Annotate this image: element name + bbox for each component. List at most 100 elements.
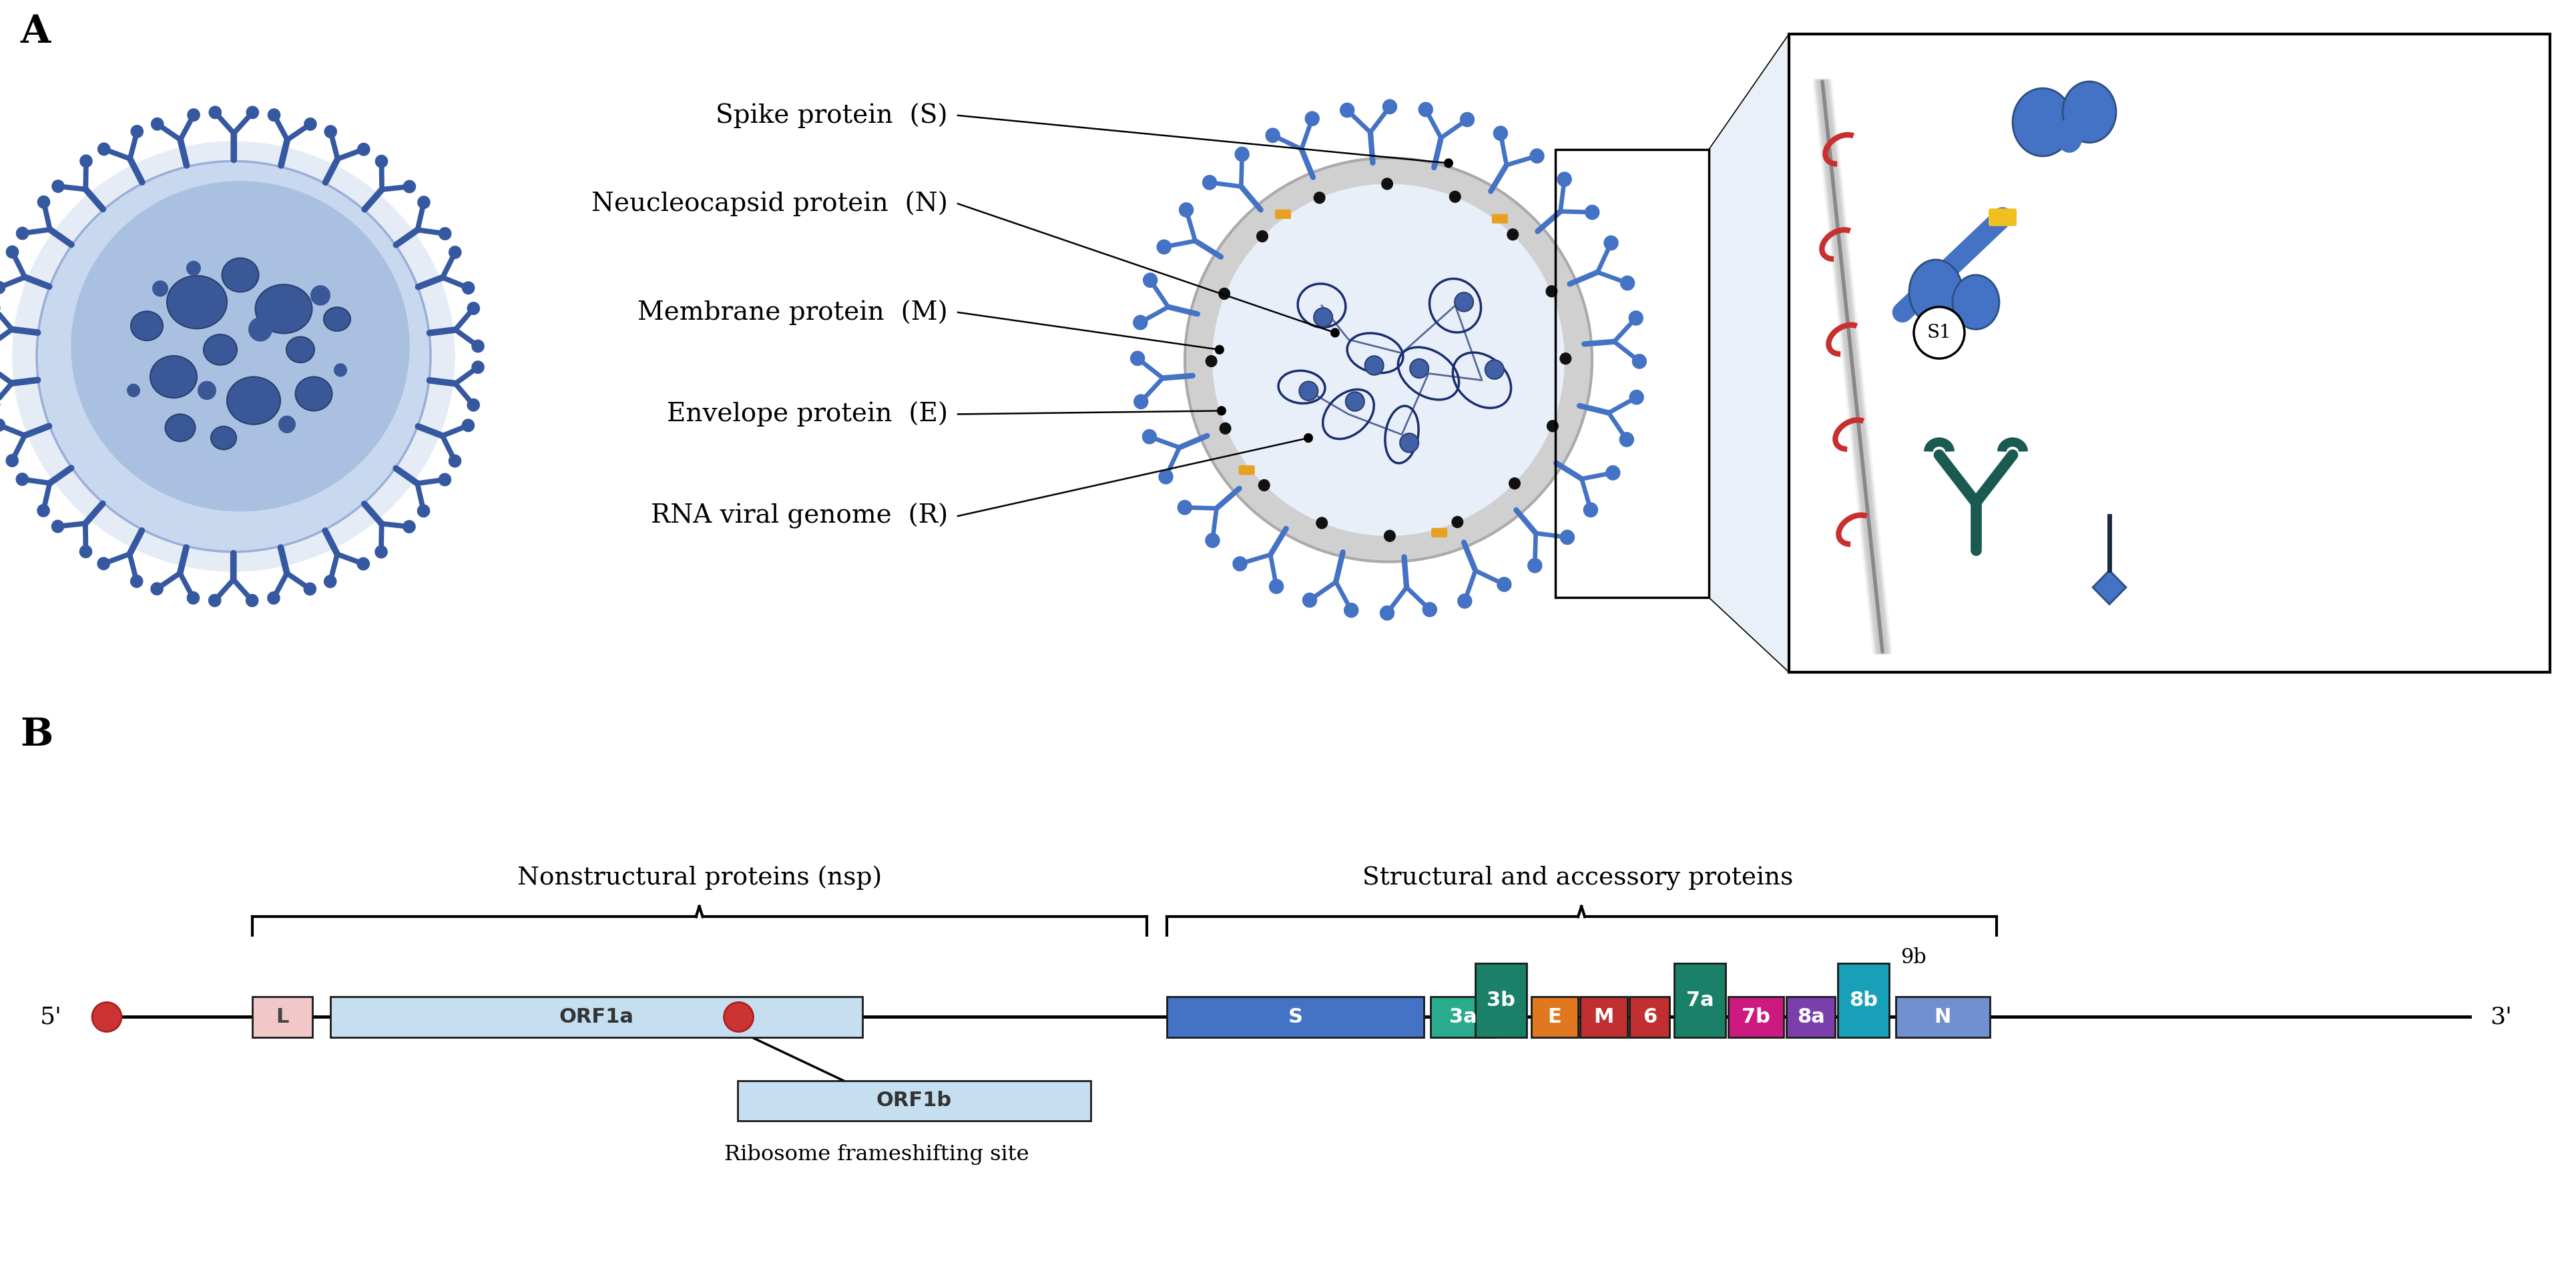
Circle shape [309,285,330,305]
Circle shape [15,227,28,240]
Circle shape [1461,112,1473,127]
Text: ACE2
receptor: ACE2 receptor [1883,567,1963,605]
Circle shape [1628,390,1643,405]
Ellipse shape [165,414,196,441]
Circle shape [1620,275,1636,291]
Circle shape [98,557,111,570]
Text: Spike protein  (S): Spike protein (S) [716,103,948,129]
Ellipse shape [2056,119,2081,153]
Ellipse shape [296,377,332,411]
FancyBboxPatch shape [1275,209,1291,219]
Circle shape [466,398,479,411]
Ellipse shape [204,334,237,364]
Circle shape [98,142,111,156]
FancyBboxPatch shape [1430,997,1497,1037]
Circle shape [461,281,474,295]
Circle shape [1329,328,1340,338]
FancyBboxPatch shape [737,1081,1090,1121]
Circle shape [0,281,5,294]
Circle shape [1381,178,1394,190]
Text: Ribosome frameshifting site: Ribosome frameshifting site [724,1144,1028,1165]
Ellipse shape [167,276,227,329]
Circle shape [1914,306,1965,358]
Circle shape [93,1002,121,1031]
Circle shape [185,261,201,276]
Ellipse shape [1953,275,1999,329]
Text: B: B [21,716,54,754]
Circle shape [461,419,474,433]
Circle shape [1450,516,1463,528]
Circle shape [1546,420,1558,433]
Bar [1556,149,1708,598]
Text: 3b: 3b [1486,991,1515,1010]
Polygon shape [2092,570,2125,604]
Circle shape [448,246,461,259]
Text: M: M [1595,1008,1615,1026]
Text: 5': 5' [41,1006,62,1029]
Circle shape [1206,533,1221,549]
Circle shape [1133,315,1149,330]
Circle shape [438,473,451,487]
Circle shape [1486,361,1504,380]
Circle shape [52,520,64,533]
Ellipse shape [211,426,237,449]
Circle shape [1340,102,1355,117]
Ellipse shape [1185,158,1592,562]
Circle shape [1270,579,1283,594]
Ellipse shape [227,377,281,425]
Circle shape [438,227,451,241]
Circle shape [724,1002,752,1031]
Circle shape [1157,240,1172,255]
Text: 6: 6 [1643,1008,1656,1026]
FancyBboxPatch shape [1476,963,1528,1037]
Ellipse shape [2012,88,2074,156]
Circle shape [1298,382,1319,401]
Circle shape [1507,228,1520,241]
Circle shape [1180,202,1193,217]
Circle shape [209,106,222,119]
Circle shape [1530,149,1546,164]
Circle shape [5,246,18,259]
Circle shape [471,339,484,353]
Circle shape [1216,346,1224,354]
Ellipse shape [131,311,162,340]
Circle shape [1265,127,1280,142]
Text: 3': 3' [2491,1006,2512,1029]
Circle shape [1455,293,1473,311]
Circle shape [1620,433,1633,448]
Ellipse shape [325,308,350,330]
Circle shape [1558,353,1571,364]
Text: ORF1a: ORF1a [559,1008,634,1026]
Circle shape [152,280,167,296]
Circle shape [417,504,430,517]
Circle shape [5,454,18,468]
Circle shape [304,583,317,595]
Circle shape [1218,422,1231,435]
Circle shape [376,155,389,168]
Circle shape [1314,192,1327,204]
Text: RNA viral genome  (R): RNA viral genome (R) [652,503,948,528]
Ellipse shape [149,356,196,398]
Circle shape [36,504,49,517]
Text: 8b: 8b [1850,991,1878,1010]
Circle shape [1528,557,1543,574]
Ellipse shape [286,337,314,363]
FancyBboxPatch shape [252,997,312,1037]
Circle shape [1494,126,1507,141]
Circle shape [402,520,415,533]
Ellipse shape [222,259,258,293]
Circle shape [247,317,273,342]
Ellipse shape [36,161,430,552]
FancyBboxPatch shape [1837,963,1888,1037]
Circle shape [1345,392,1365,411]
Circle shape [245,594,258,608]
Circle shape [1383,100,1396,115]
Circle shape [1556,171,1571,187]
Circle shape [185,591,201,604]
Ellipse shape [1909,260,1963,324]
FancyBboxPatch shape [1492,214,1507,223]
Text: 7a: 7a [1687,991,1713,1010]
Circle shape [1234,146,1249,161]
Circle shape [374,545,389,559]
Text: A: A [21,14,49,50]
